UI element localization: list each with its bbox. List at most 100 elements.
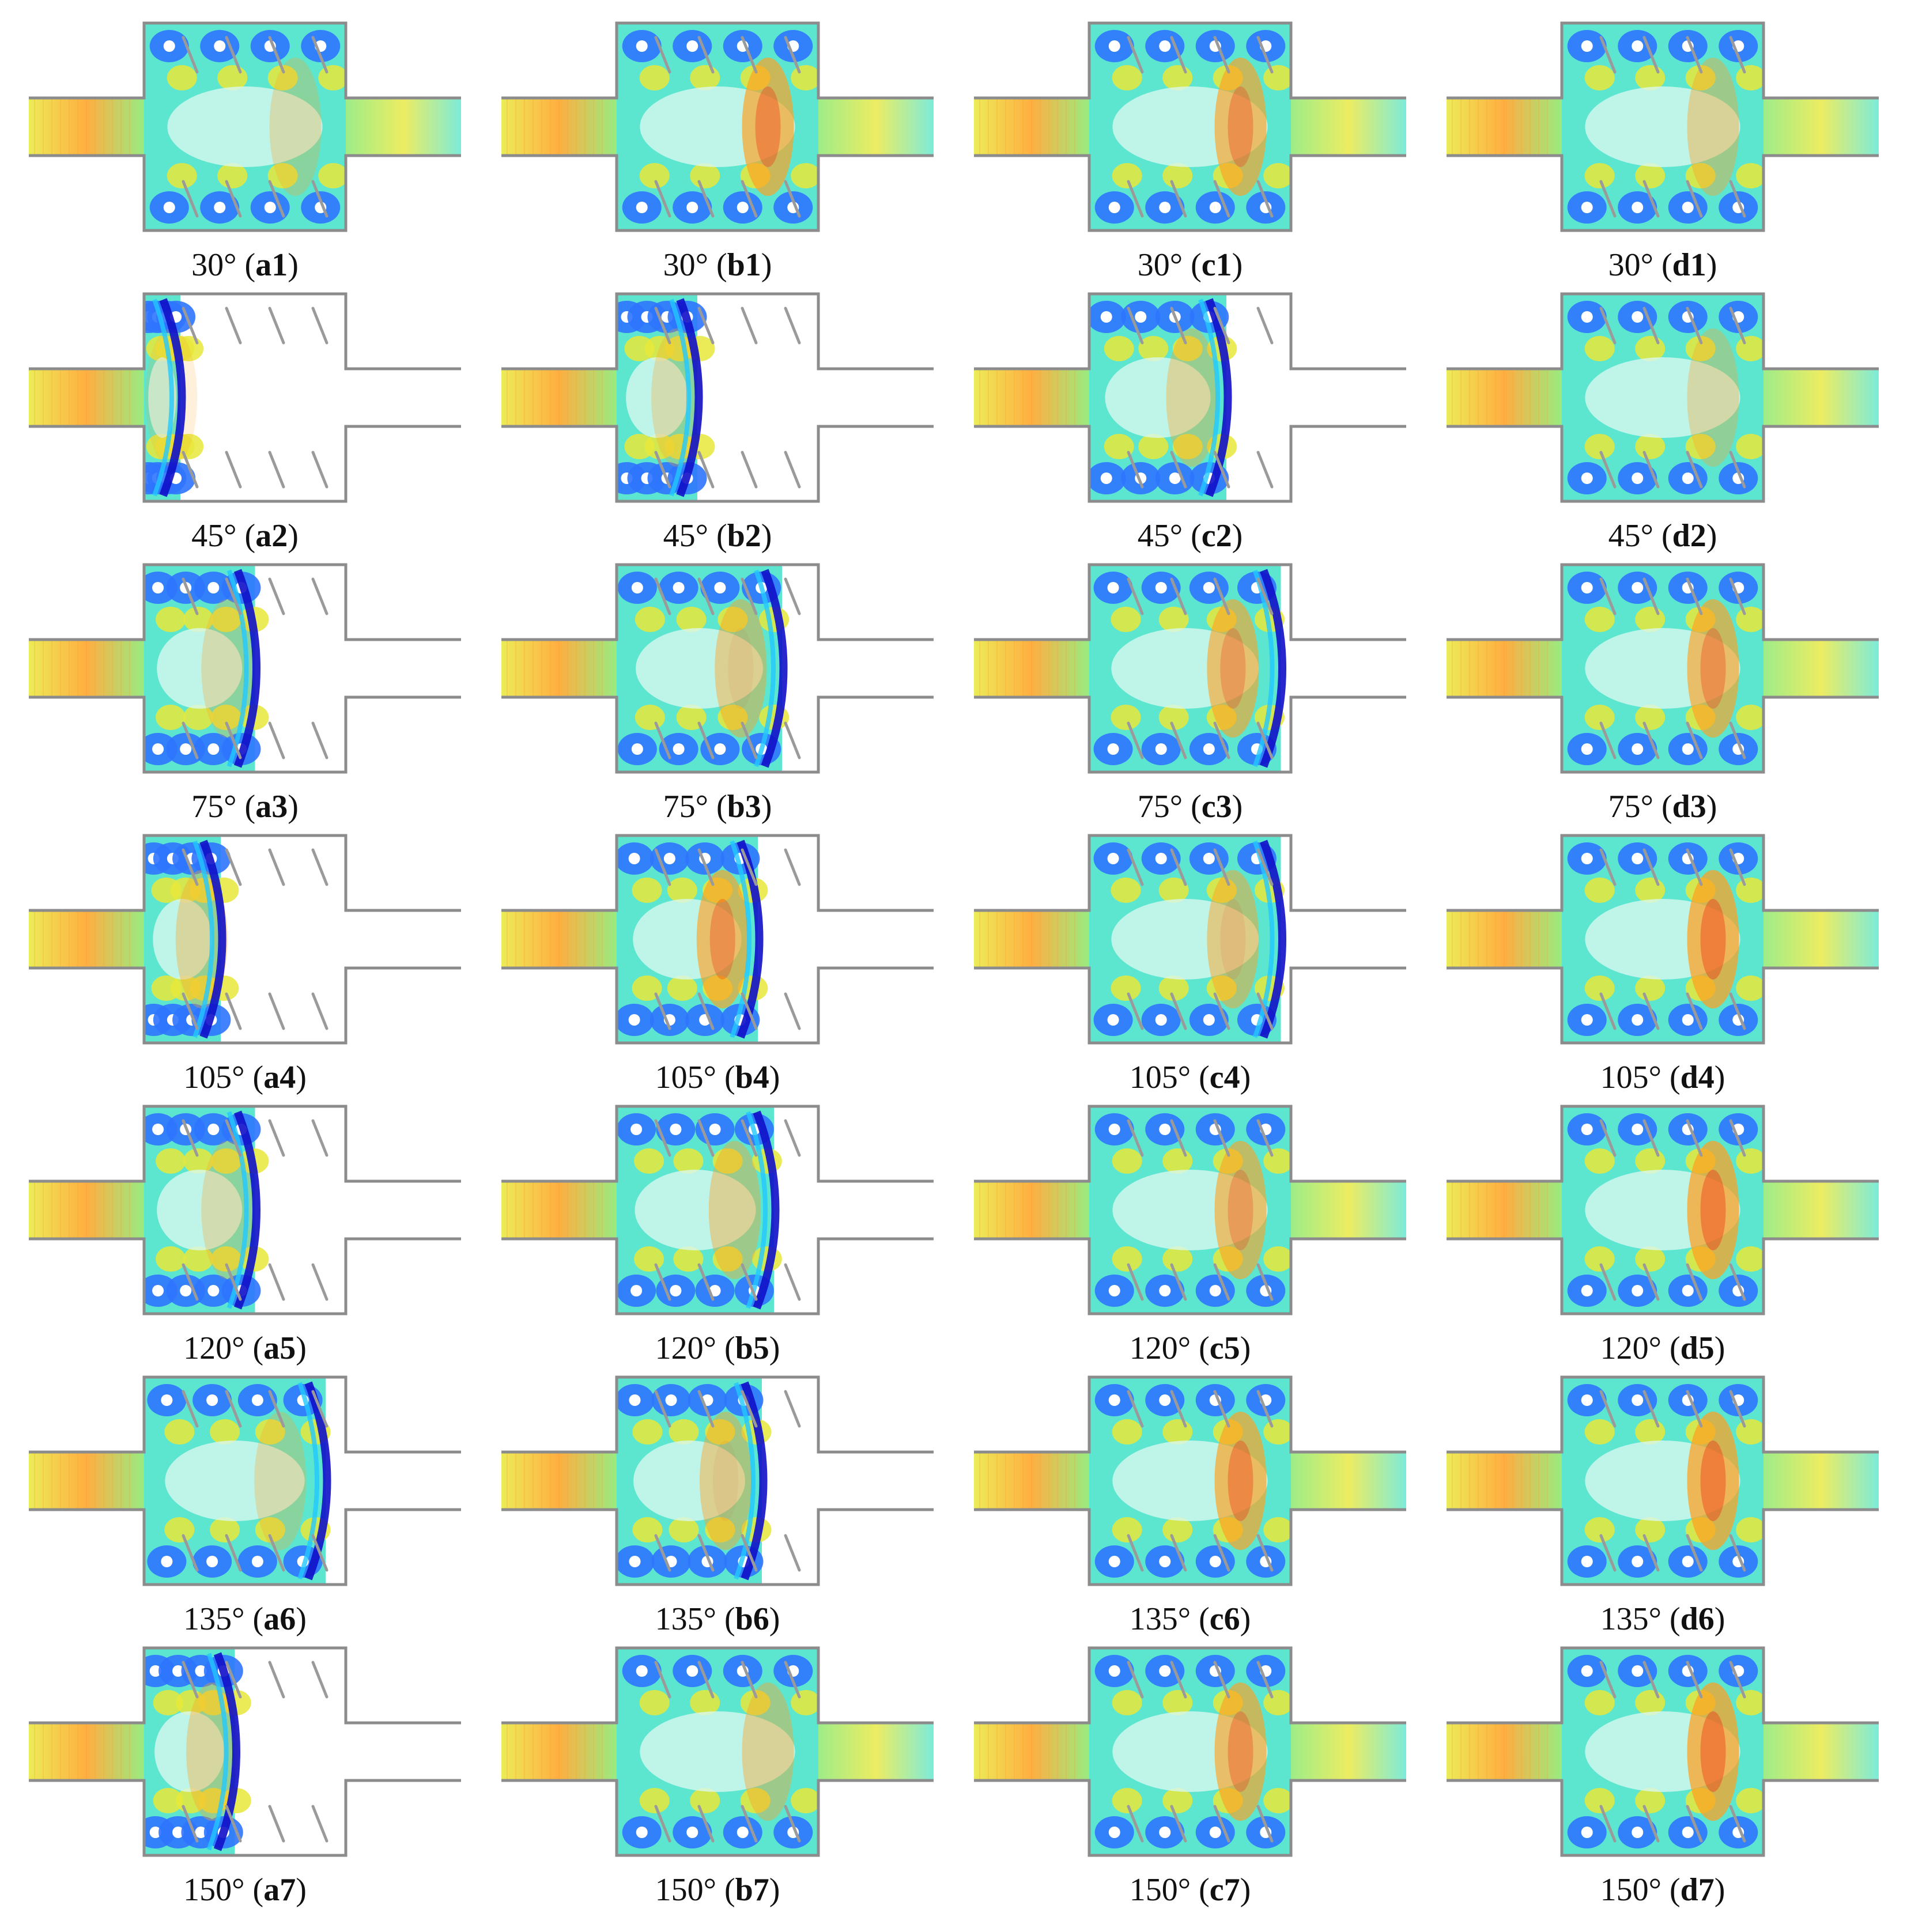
caption-id: d6 [1680,1601,1715,1637]
contour-plot-b2 [501,292,934,503]
baffles-a4 [182,848,328,1030]
panel-caption-b4: 105° (b4) [655,1060,780,1095]
caption-angle: 120° [655,1330,716,1366]
muffler-wall-a5 [29,1105,461,1315]
baffles-d5 [1599,1119,1746,1301]
caption-id: d4 [1680,1060,1715,1095]
muffler-wall-a4 [29,834,461,1045]
caption-angle: 75° [1608,789,1653,825]
baffles-b3 [654,577,801,759]
panel-d6: 135° (d6) [1441,1366,1885,1642]
contour-plot-d7 [1447,1646,1879,1857]
contour-plot-a6 [29,1375,461,1586]
caption-id: d7 [1680,1872,1715,1908]
panel-b7: 150° (b7) [496,1636,939,1913]
baffles-b7 [654,1661,801,1843]
muffler-wall-a6 [29,1375,461,1586]
pressure-field-a2 [29,294,204,501]
panel-caption-b6: 135° (b6) [655,1601,780,1637]
baffles-c4 [1127,848,1274,1030]
caption-angle: 105° [1129,1060,1191,1095]
pressure-field-d2 [1447,294,1879,501]
caption-id: d3 [1672,789,1706,825]
caption-id: a7 [263,1872,296,1908]
panel-c5: 120° (c5) [968,1095,1412,1371]
contour-plot-c7 [974,1646,1406,1857]
panel-c6: 135° (c6) [968,1366,1412,1642]
pressure-field-a7 [29,1648,251,1855]
pressure-field-a3 [29,565,269,772]
panel-caption-c7: 150° (c7) [1129,1872,1251,1908]
panel-caption-a7: 150° (a7) [183,1872,307,1908]
panel-caption-a5: 120° (a5) [183,1330,307,1366]
caption-angle: 30° [1608,247,1653,283]
panel-caption-a3: 75° (a3) [191,789,299,825]
caption-id: c3 [1201,789,1232,825]
baffles-d3 [1599,577,1746,759]
caption-id: c4 [1209,1060,1240,1095]
baffles-c5 [1127,1119,1274,1301]
panel-b3: 75° (b3) [496,553,939,830]
contour-plot-d6 [1447,1375,1879,1586]
muffler-wall-c1 [974,21,1406,232]
panel-a4: 105° (a4) [23,824,467,1101]
baffles-d1 [1599,36,1746,218]
pressure-field-c4 [974,835,1286,1043]
muffler-wall-c2 [974,292,1406,503]
muffler-wall-d4 [1447,834,1879,1045]
pressure-field-b7 [501,1648,934,1855]
pressure-field-d4 [1447,835,1879,1043]
panel-caption-b5: 120° (b5) [655,1330,780,1366]
contour-plot-d3 [1447,563,1879,774]
contour-plot-a1 [29,21,461,232]
contour-plot-b7 [501,1646,934,1857]
panel-d5: 120° (d5) [1441,1095,1885,1371]
pressure-field-a1 [29,23,461,230]
caption-angle: 120° [183,1330,245,1366]
contour-plot-b6 [501,1375,934,1586]
caption-id: b7 [735,1872,769,1908]
contour-plot-d1 [1447,21,1879,232]
baffles-c2 [1127,307,1274,489]
caption-id: a2 [255,518,288,554]
muffler-wall-d5 [1447,1105,1879,1315]
panel-b5: 120° (b5) [496,1095,939,1371]
panel-caption-a1: 30° (a1) [191,247,299,283]
pressure-field-c5 [974,1106,1406,1314]
muffler-wall-b3 [501,563,934,774]
caption-angle: 105° [183,1060,245,1095]
panel-caption-c3: 75° (c3) [1137,789,1243,825]
contour-plot-d5 [1447,1105,1879,1315]
caption-angle: 75° [1137,789,1183,825]
baffles-b5 [654,1119,801,1301]
baffles-c7 [1127,1661,1274,1843]
caption-id: a3 [255,789,288,825]
baffles-a1 [182,36,328,218]
caption-angle: 150° [1600,1872,1661,1908]
contour-plot-c4 [974,834,1406,1045]
baffles-a7 [182,1661,328,1843]
caption-id: b4 [735,1060,769,1095]
panel-caption-d5: 120° (d5) [1600,1330,1725,1366]
panel-a3: 75° (a3) [23,553,467,830]
caption-angle: 45° [191,518,237,554]
panel-caption-d2: 45° (d2) [1608,518,1717,554]
baffles-d7 [1599,1661,1746,1843]
panel-caption-b3: 75° (b3) [663,789,772,825]
contour-plot-a5 [29,1105,461,1315]
caption-angle: 120° [1129,1330,1191,1366]
muffler-wall-d3 [1447,563,1879,774]
baffles-a2 [182,307,328,489]
caption-id: c6 [1209,1601,1240,1637]
pressure-field-a6 [29,1377,331,1585]
pressure-field-c7 [974,1648,1406,1855]
panel-caption-a6: 135° (a6) [183,1601,307,1637]
panel-b1: 30° (b1) [496,12,939,288]
muffler-wall-c4 [974,834,1406,1045]
contour-plot-b1 [501,21,934,232]
caption-id: d2 [1672,518,1706,554]
muffler-wall-b6 [501,1375,934,1586]
caption-angle: 45° [1608,518,1653,554]
panel-c3: 75° (c3) [968,553,1412,830]
pressure-field-b6 [501,1377,772,1585]
